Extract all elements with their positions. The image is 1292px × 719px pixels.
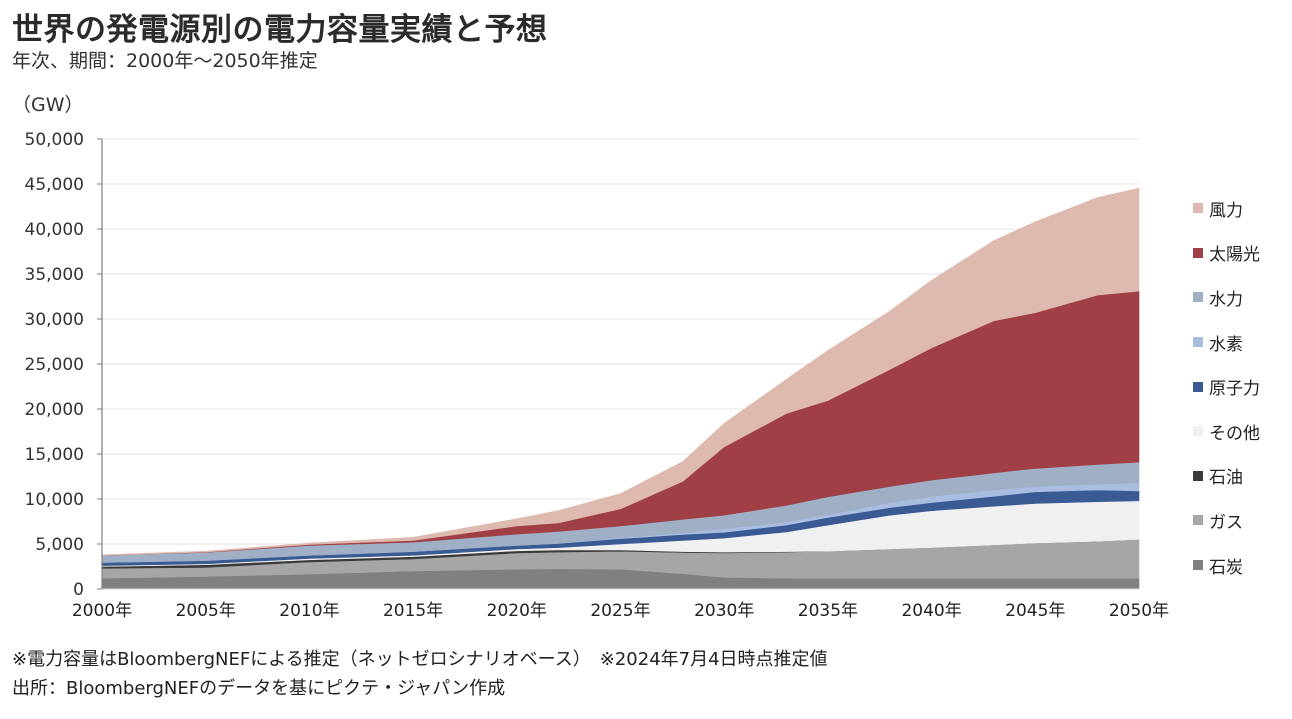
x-axis-ticks: 2000年 2005年 2010年 2015年 2020年 2025年 2030年 2035年… <box>72 601 1169 621</box>
legend-label: 風力 <box>1209 200 1243 221</box>
legend-item: その他 <box>1193 409 1260 454</box>
chart-title: 世界の発電源別の電力容量実績と予想 <box>12 12 548 48</box>
legend-swatch <box>1193 203 1203 214</box>
legend-swatch <box>1193 560 1203 571</box>
y-tick-label: 50,000 <box>25 130 84 150</box>
y-tick-label: 20,000 <box>25 400 84 420</box>
legend-label: その他 <box>1209 423 1260 444</box>
chart-subtitle: 年次、期間：2000年～2050年推定 <box>12 50 318 72</box>
legend-swatch <box>1193 515 1203 526</box>
x-tick-label: 2030年 <box>694 601 754 621</box>
legend-label: 石油 <box>1209 468 1243 489</box>
x-tick-label: 2010年 <box>279 601 339 621</box>
legend-label: 原子力 <box>1209 379 1260 400</box>
legend-swatch <box>1193 470 1203 481</box>
legend-label: 石炭 <box>1209 557 1243 578</box>
legend-item: 石油 <box>1193 454 1260 499</box>
legend-item: 水力 <box>1193 275 1260 320</box>
legend-label: ガス <box>1209 512 1243 533</box>
x-tick-label: 2025年 <box>590 601 650 621</box>
y-tick-label: 0 <box>73 580 84 600</box>
legend: 風力太陽光水力水素原子力その他石油ガス石炭 <box>1193 186 1260 587</box>
y-axis-unit-label: （GW） <box>12 94 84 116</box>
x-tick-label: 2000年 <box>72 601 132 621</box>
y-tick-label: 45,000 <box>25 175 84 195</box>
legend-swatch <box>1193 337 1203 348</box>
y-tick-label: 5,000 <box>35 535 84 555</box>
x-tick-label: 2040年 <box>901 601 961 621</box>
y-axis-ticks: 0 5,000 10,000 15,000 20,000 25,000 30,000 35,0… <box>25 130 102 600</box>
legend-item: 水素 <box>1193 320 1260 365</box>
y-tick-label: 25,000 <box>25 355 84 375</box>
legend-swatch <box>1193 247 1203 258</box>
legend-item: 太陽光 <box>1193 231 1260 276</box>
legend-label: 水力 <box>1209 289 1243 310</box>
x-tick-label: 2045年 <box>1005 601 1065 621</box>
y-tick-label: 40,000 <box>25 220 84 240</box>
legend-swatch <box>1193 381 1203 392</box>
x-tick-label: 2015年 <box>383 601 443 621</box>
footnote: ※電力容量はBloombergNEFによる推定（ネットゼロシナリオベース） ※2… <box>12 649 828 670</box>
x-tick-label: 2050年 <box>1109 601 1169 621</box>
y-tick-label: 10,000 <box>25 490 84 510</box>
legend-swatch <box>1193 292 1203 303</box>
area-series-group <box>101 187 1140 590</box>
area-series-8 <box>101 187 1140 556</box>
x-tick-label: 2020年 <box>487 601 547 621</box>
legend-item: 原子力 <box>1193 364 1260 409</box>
y-tick-label: 30,000 <box>25 310 84 330</box>
legend-swatch <box>1193 426 1203 437</box>
source-note: 出所：BloombergNEFのデータを基にピクテ・ジャパン作成 <box>12 678 506 699</box>
legend-label: 太陽光 <box>1209 245 1260 266</box>
legend-item: ガス <box>1193 498 1260 543</box>
y-tick-label: 35,000 <box>25 265 84 285</box>
x-tick-label: 2005年 <box>176 601 236 621</box>
legend-item: 風力 <box>1193 186 1260 231</box>
legend-item: 石炭 <box>1193 543 1260 588</box>
legend-label: 水素 <box>1209 334 1243 355</box>
y-tick-label: 15,000 <box>25 445 84 465</box>
x-tick-label: 2035年 <box>798 601 858 621</box>
